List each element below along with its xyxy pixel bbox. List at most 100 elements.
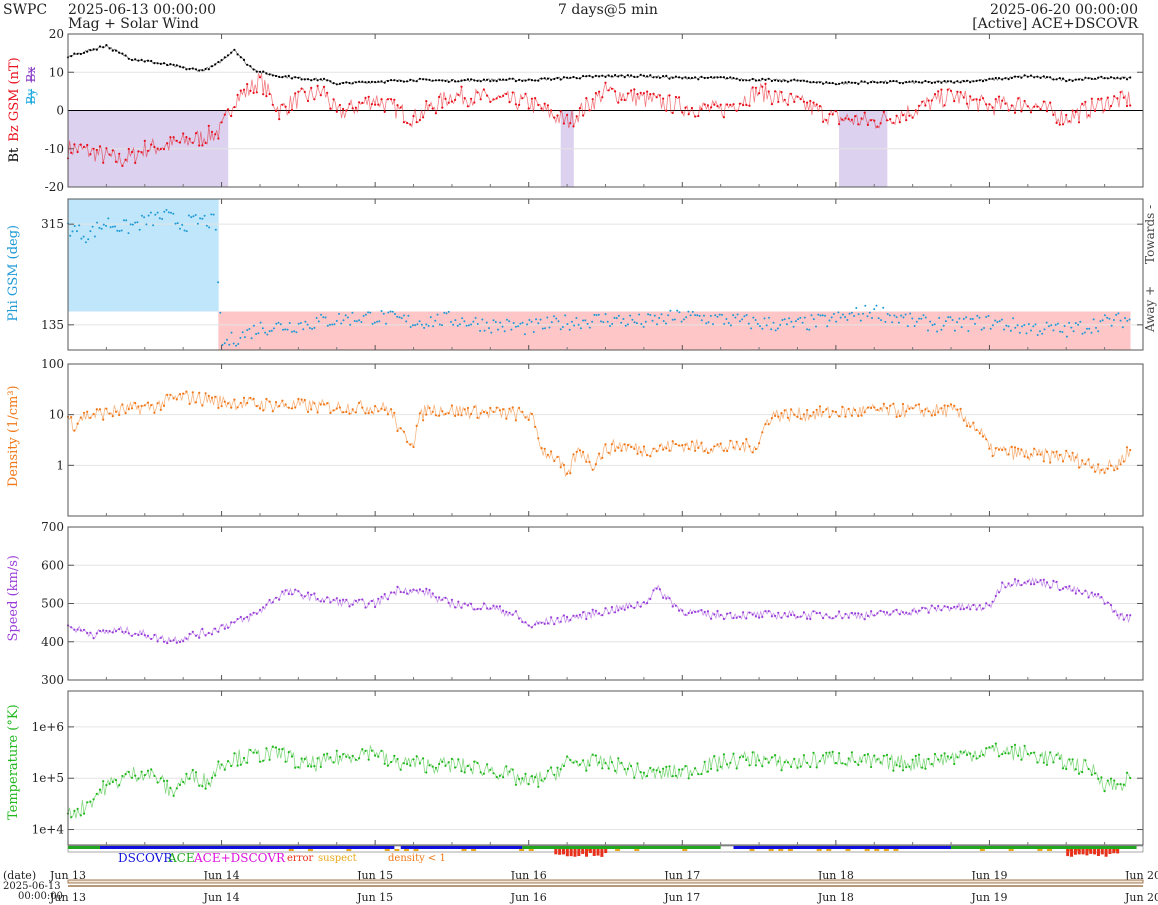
bt-point [655, 76, 658, 79]
density-point [127, 408, 130, 411]
temperature-point [604, 762, 607, 765]
density-point [482, 411, 485, 414]
error-flag [1096, 849, 1100, 857]
phi-point [131, 223, 134, 226]
bt-point [774, 79, 777, 82]
away-sector-shade [992, 311, 997, 350]
temperature-point [105, 784, 108, 787]
bt-point [1116, 76, 1119, 79]
speed-point [156, 640, 159, 643]
bt-point [745, 79, 748, 82]
temperature-point [137, 777, 140, 780]
phi-point [329, 323, 331, 326]
temperature-point [438, 762, 441, 766]
density-point [399, 427, 402, 430]
speed-point [905, 611, 908, 614]
phi-point [689, 314, 692, 317]
temperature-point [713, 755, 716, 758]
speed-point [662, 596, 665, 599]
phi-point [1097, 330, 1100, 333]
density-point [530, 412, 534, 415]
phi-point [886, 313, 889, 315]
speed-point [882, 610, 885, 613]
density-point [1119, 463, 1122, 466]
phi-point [712, 323, 714, 326]
speed-point [121, 630, 124, 634]
away-sector-shade [823, 311, 827, 350]
bz-point [901, 114, 905, 117]
bz-point [751, 86, 754, 89]
phi-point [248, 328, 251, 330]
bz-point [262, 93, 265, 96]
phi-point [727, 322, 730, 324]
density-point [553, 459, 556, 463]
phi-y-tick-label: 135 [41, 318, 64, 332]
speed-point [895, 608, 898, 612]
speed-point [281, 590, 284, 593]
bt-point [246, 63, 249, 66]
bz-point [121, 164, 124, 167]
speed-point [335, 597, 338, 600]
away-sector-shade [227, 311, 232, 350]
bt-point [358, 80, 361, 83]
away-sector-shade [1127, 311, 1131, 350]
density-point [578, 449, 582, 452]
away-sector-shade [435, 311, 440, 350]
density-point [527, 418, 530, 421]
bz-point [876, 125, 879, 128]
density-point [1109, 464, 1113, 467]
bt-point [844, 81, 847, 84]
phi-point [548, 326, 551, 329]
phi-point [530, 320, 533, 323]
density-panel-frame [67, 363, 1144, 517]
density-point [713, 445, 716, 448]
density-point [290, 407, 294, 410]
phi-point [859, 319, 862, 322]
phi-point [394, 313, 396, 315]
density-point [793, 413, 796, 416]
phi-point [118, 230, 121, 232]
phi-point [1086, 327, 1088, 330]
phi-point [754, 319, 757, 321]
phi-point [875, 304, 878, 307]
speed-point [975, 608, 978, 611]
speed-point [818, 611, 822, 615]
mag-y-label-part: Bt [7, 147, 22, 163]
bt-point [863, 80, 866, 83]
speed-point [130, 634, 134, 637]
bt-point [975, 79, 978, 82]
error-flag [588, 849, 592, 854]
bt-point [780, 80, 783, 83]
phi-point [685, 316, 688, 319]
bt-point [399, 79, 402, 82]
away-sector-shade [400, 311, 405, 350]
bt-point [652, 76, 655, 79]
bt-point [962, 80, 965, 83]
bt-point [1055, 78, 1058, 81]
phi-point [897, 321, 900, 324]
away-sector-shade [240, 311, 245, 350]
phi-point [96, 221, 99, 224]
bz-point [511, 91, 514, 94]
speed-point [546, 622, 550, 625]
error-flag [581, 849, 585, 854]
phi-point [991, 324, 994, 327]
phi-point [212, 213, 215, 216]
bt-point [463, 79, 466, 82]
density-point [450, 404, 453, 407]
bz-point [422, 116, 425, 119]
density-point [1077, 466, 1081, 469]
speed-point [1103, 602, 1106, 605]
phi-point [725, 318, 728, 320]
bt-line [67, 44, 1131, 86]
density-point [194, 401, 198, 404]
temperature-point [738, 756, 742, 759]
bz-point [322, 85, 326, 88]
bz-point [1013, 111, 1017, 114]
bz-point [610, 87, 614, 90]
speed-point [585, 617, 588, 621]
bz-point [658, 94, 662, 97]
speed-point [313, 592, 316, 595]
bt-point [354, 81, 357, 84]
phi-point [826, 325, 829, 328]
